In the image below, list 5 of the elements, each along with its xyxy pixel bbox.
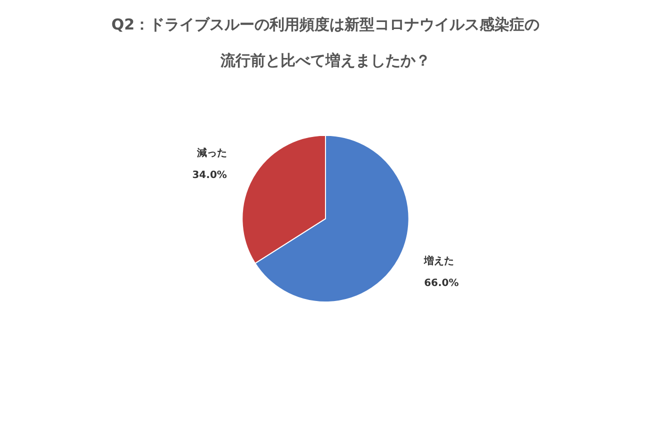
- slice-label: 増えた: [423, 255, 454, 268]
- slice-label: 減った: [196, 147, 227, 160]
- data-label: 66.0%: [424, 278, 459, 290]
- data-label: 34.0%: [192, 170, 227, 182]
- chart-title: Q2：ドライブスルーの利用頻度は新型コロナウイルス感染症の流行前と比べて増えましたか？: [111, 15, 540, 70]
